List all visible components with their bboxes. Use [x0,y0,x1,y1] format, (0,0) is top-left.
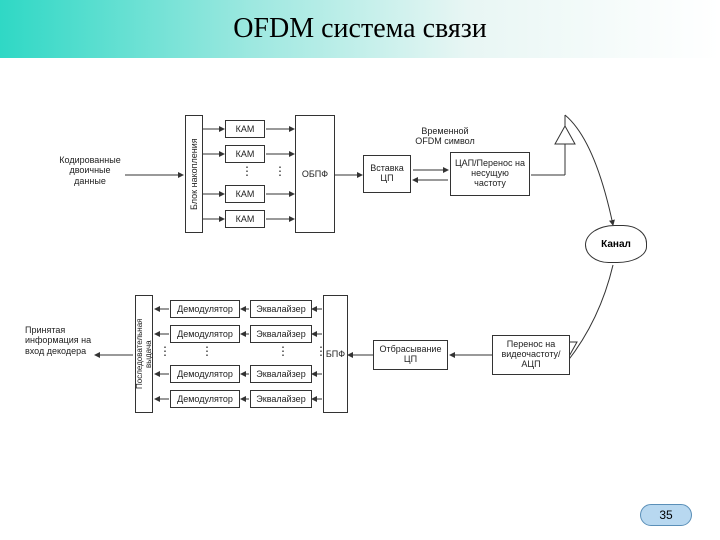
tx-input-label: Кодированныедвоичныеданные [45,155,135,186]
demod-block-4: Демодулятор [170,390,240,408]
cp-insert-block: ВставкаЦП [363,155,411,193]
page-number: 35 [640,504,692,526]
cp-remove-block: ОтбрасываниеЦП [373,340,448,370]
eq-block-2: Эквалайзер [250,325,312,343]
demod-block-1: Демодулятор [170,300,240,318]
adc-block: Перенос навидеочастоту/АЦП [492,335,570,375]
rx-output-label: Принятаяинформация навход декодера [25,325,105,356]
page-title: OFDM система связи [233,13,487,45]
serial-block: Последовательнаявыдача [135,295,153,413]
kam-block-1: КАМ [225,120,265,138]
connections [55,90,665,470]
kam-out-dots: ⋮ [274,168,285,175]
eq-block-3: Эквалайзер [250,365,312,383]
eq-block-1: Эквалайзер [250,300,312,318]
eq-dots: ⋮ [277,348,288,355]
title-bar: OFDM система связи [0,0,720,58]
demod-dots: ⋮ [201,348,212,355]
kam-block-3: КАМ [225,185,265,203]
accumulator-block: Блок накопления [185,115,203,233]
fft-dots: ⋮ [315,348,326,355]
ifft-block: ОБПФ [295,115,335,233]
demod-out-dots: ⋮ [159,348,170,355]
demod-block-2: Демодулятор [170,325,240,343]
dac-block: ЦАП/Перенос нанесущуючастоту [450,152,530,196]
ofdm-diagram: Кодированныедвоичныеданные Блок накоплен… [55,90,665,470]
kam-block-2: КАМ [225,145,265,163]
eq-block-4: Эквалайзер [250,390,312,408]
ofdm-symbol-label: ВременнойOFDM символ [410,126,480,147]
fft-block: БПФ [323,295,348,413]
kam-block-4: КАМ [225,210,265,228]
channel-cloud: Канал [585,225,647,263]
demod-block-3: Демодулятор [170,365,240,383]
kam-dots: ⋮ [241,168,252,175]
